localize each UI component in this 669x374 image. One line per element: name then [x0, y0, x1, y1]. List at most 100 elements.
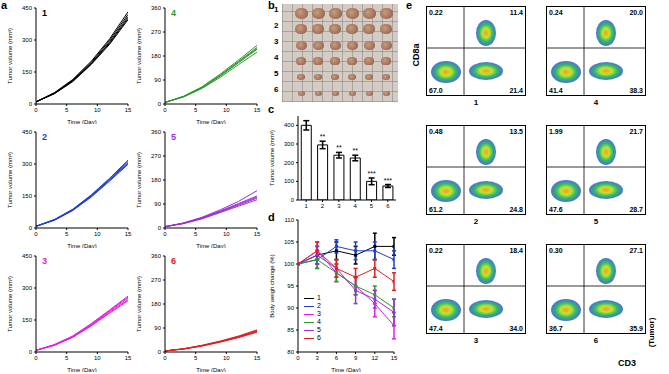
- svg-text:5: 5: [194, 231, 198, 237]
- svg-text:270: 270: [151, 153, 162, 159]
- svg-text:10: 10: [223, 355, 230, 361]
- svg-text:12: 12: [371, 355, 378, 361]
- svg-text:15: 15: [391, 355, 398, 361]
- svg-text:0: 0: [34, 107, 38, 113]
- svg-text:0: 0: [296, 355, 300, 361]
- svg-text:**: **: [336, 144, 342, 151]
- svg-text:47.4: 47.4: [429, 325, 443, 332]
- svg-text:10: 10: [223, 231, 230, 237]
- svg-text:Tumor volume (mm³): Tumor volume (mm³): [7, 152, 13, 208]
- svg-text:61.2: 61.2: [429, 206, 443, 213]
- svg-text:180: 180: [151, 301, 162, 307]
- svg-text:0: 0: [34, 355, 38, 361]
- svg-text:67.0: 67.0: [429, 87, 443, 94]
- svg-text:Time (Day): Time (Day): [196, 243, 225, 248]
- svg-text:34.0: 34.0: [509, 325, 523, 332]
- svg-text:Time (Day): Time (Day): [331, 367, 360, 372]
- svg-text:10: 10: [94, 355, 101, 361]
- svg-text:450: 450: [22, 129, 33, 135]
- svg-text:Time (Day): Time (Day): [196, 119, 225, 124]
- svg-text:300: 300: [22, 161, 33, 167]
- svg-text:0: 0: [163, 107, 167, 113]
- svg-text:5: 5: [194, 107, 198, 113]
- svg-text:13.5: 13.5: [509, 128, 523, 135]
- svg-text:100: 100: [284, 178, 295, 184]
- svg-text:105: 105: [284, 239, 295, 245]
- svg-text:1: 1: [304, 203, 308, 209]
- svg-text:9: 9: [354, 355, 358, 361]
- svg-text:100: 100: [284, 261, 295, 267]
- svg-text:80: 80: [287, 349, 294, 355]
- svg-text:150: 150: [22, 193, 33, 199]
- svg-text:0.22: 0.22: [429, 247, 443, 254]
- svg-text:90: 90: [154, 201, 161, 207]
- svg-text:0: 0: [291, 197, 295, 203]
- svg-text:15: 15: [125, 355, 132, 361]
- svg-text:360: 360: [151, 5, 162, 11]
- svg-text:2: 2: [321, 203, 325, 209]
- svg-text:300: 300: [284, 141, 295, 147]
- svg-text:400: 400: [284, 122, 295, 128]
- svg-text:**: **: [320, 133, 326, 140]
- svg-text:90: 90: [287, 305, 294, 311]
- svg-text:5: 5: [65, 355, 69, 361]
- svg-text:85: 85: [287, 327, 294, 333]
- svg-text:15: 15: [125, 231, 132, 237]
- svg-text:150: 150: [22, 317, 33, 323]
- svg-text:4: 4: [353, 203, 357, 209]
- svg-text:***: ***: [368, 170, 376, 177]
- svg-text:24.8: 24.8: [509, 206, 523, 213]
- svg-text:3: 3: [337, 203, 341, 209]
- svg-text:0: 0: [158, 101, 162, 107]
- svg-text:47.6: 47.6: [549, 206, 563, 213]
- svg-text:21.7: 21.7: [629, 128, 643, 135]
- svg-text:**: **: [353, 147, 359, 154]
- svg-text:5: 5: [65, 231, 69, 237]
- svg-text:Time (Day): Time (Day): [67, 243, 96, 248]
- svg-text:41.4: 41.4: [549, 87, 563, 94]
- svg-text:1.99: 1.99: [549, 128, 563, 135]
- svg-text:0: 0: [163, 231, 167, 237]
- svg-text:90: 90: [154, 77, 161, 83]
- svg-text:Time (Day): Time (Day): [67, 119, 96, 124]
- svg-text:10: 10: [94, 231, 101, 237]
- svg-text:15: 15: [254, 107, 261, 113]
- svg-text:27.1: 27.1: [629, 247, 643, 254]
- svg-text:0: 0: [158, 349, 162, 355]
- svg-text:200: 200: [284, 160, 295, 166]
- svg-text:21.4: 21.4: [509, 87, 523, 94]
- svg-text:0: 0: [29, 349, 33, 355]
- svg-text:95: 95: [287, 283, 294, 289]
- svg-text:180: 180: [151, 53, 162, 59]
- svg-text:11.4: 11.4: [510, 9, 523, 16]
- svg-text:0: 0: [163, 355, 167, 361]
- svg-text:90: 90: [154, 325, 161, 331]
- svg-text:20.0: 20.0: [629, 9, 643, 16]
- svg-text:15: 15: [125, 107, 132, 113]
- svg-text:450: 450: [22, 253, 33, 259]
- svg-text:15: 15: [254, 231, 261, 237]
- svg-text:Tumor volume (mm³): Tumor volume (mm³): [269, 130, 275, 186]
- svg-text:0: 0: [29, 225, 33, 231]
- svg-text:***: ***: [384, 177, 392, 184]
- svg-text:300: 300: [22, 285, 33, 291]
- svg-text:36.7: 36.7: [549, 325, 563, 332]
- svg-text:270: 270: [151, 29, 162, 35]
- svg-text:0: 0: [34, 231, 38, 237]
- svg-text:Tumor volume (mm³): Tumor volume (mm³): [136, 276, 142, 332]
- svg-text:Tumor volume (mm³): Tumor volume (mm³): [7, 28, 13, 84]
- svg-text:Tumor volume (mm³): Tumor volume (mm³): [7, 276, 13, 332]
- svg-text:270: 270: [151, 277, 162, 283]
- svg-text:Time (Day): Time (Day): [67, 367, 96, 372]
- svg-text:6: 6: [386, 203, 390, 209]
- svg-text:360: 360: [151, 129, 162, 135]
- svg-text:300: 300: [22, 37, 33, 43]
- svg-text:0.48: 0.48: [429, 128, 443, 135]
- svg-text:35.9: 35.9: [629, 325, 643, 332]
- svg-text:5: 5: [65, 107, 69, 113]
- svg-text:Time (Day): Time (Day): [196, 367, 225, 372]
- svg-text:0: 0: [158, 225, 162, 231]
- svg-text:3: 3: [316, 355, 320, 361]
- svg-text:5: 5: [194, 355, 198, 361]
- svg-text:180: 180: [151, 177, 162, 183]
